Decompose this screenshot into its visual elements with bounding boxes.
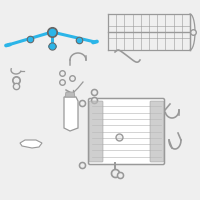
Polygon shape [20,140,42,148]
FancyBboxPatch shape [150,101,164,162]
FancyBboxPatch shape [88,98,164,164]
Polygon shape [65,92,75,97]
Polygon shape [64,97,78,131]
FancyBboxPatch shape [89,101,103,162]
